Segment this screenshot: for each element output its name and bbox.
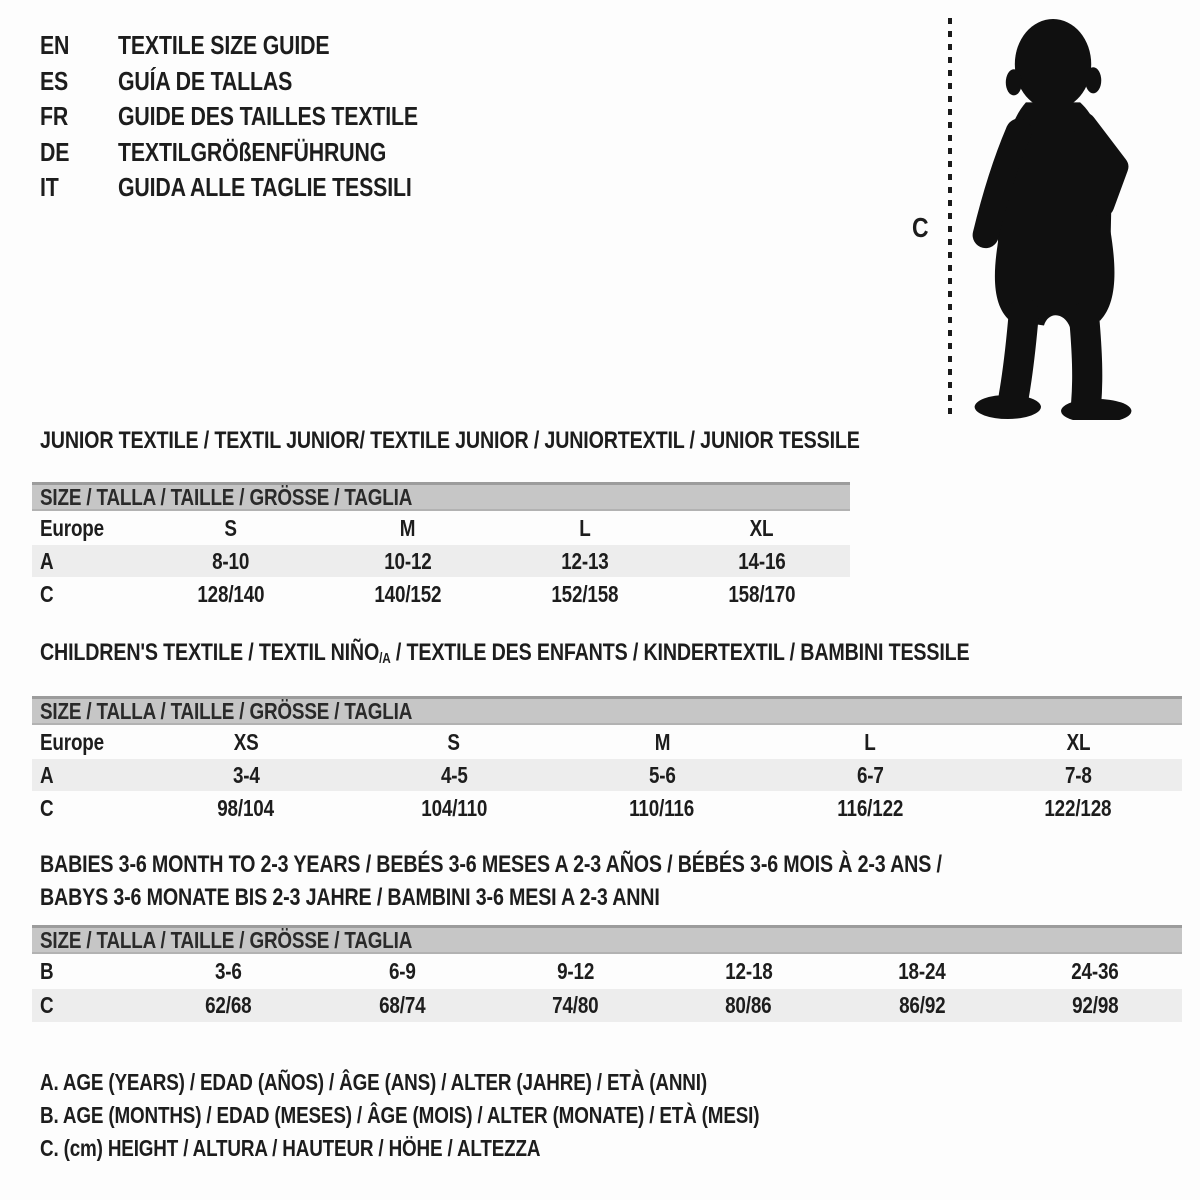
measure-label-c: C bbox=[912, 212, 929, 243]
data-cell: 9-12 bbox=[556, 958, 594, 984]
row-label: A bbox=[40, 761, 54, 788]
babies-table-title-line2: BABYS 3-6 MONATE BIS 2-3 JAHRE / BAMBINI… bbox=[40, 884, 660, 911]
data-cell: 6-9 bbox=[388, 958, 416, 984]
column-header: M bbox=[654, 728, 670, 755]
data-cell: 74/80 bbox=[552, 992, 599, 1018]
column-header-row: Europe XS S M L XL bbox=[32, 725, 1182, 759]
table-row-a: A 8-10 10-12 12-13 14-16 bbox=[32, 545, 850, 577]
row-label: C bbox=[40, 794, 54, 821]
table-row-c: C 98/104 104/110 110/116 116/122 122/128 bbox=[32, 791, 1182, 825]
babies-table: BABIES 3-6 MONTH TO 2-3 YEARS / BEBÉS 3-… bbox=[32, 848, 1182, 1022]
data-cell: 92/98 bbox=[1072, 992, 1119, 1018]
row-label: B bbox=[40, 958, 54, 984]
data-cell: 158/170 bbox=[727, 580, 796, 607]
language-title: GUÍA DE TALLAS bbox=[118, 65, 293, 96]
data-cell: 4-5 bbox=[440, 761, 468, 788]
data-cell: 140/152 bbox=[373, 580, 442, 607]
language-code: ES bbox=[40, 65, 69, 96]
junior-table: JUNIOR TEXTILE / TEXTIL JUNIOR/ TEXTILE … bbox=[32, 428, 860, 611]
column-header: XL bbox=[1066, 728, 1090, 755]
table-row-c: C 128/140 140/152 152/158 158/170 bbox=[32, 577, 850, 611]
data-cell: 14-16 bbox=[737, 547, 786, 574]
data-cell: 3-6 bbox=[215, 958, 243, 984]
language-code: IT bbox=[40, 172, 59, 202]
data-cell: 5-6 bbox=[648, 761, 676, 788]
column-header: L bbox=[578, 514, 591, 541]
toddler-silhouette-icon bbox=[963, 16, 1135, 425]
data-cell: 10-12 bbox=[383, 547, 432, 574]
column-header: XS bbox=[233, 728, 259, 755]
data-cell: 104/110 bbox=[420, 794, 487, 821]
size-header-bar: SIZE / TALLA / TAILLE / GRÖSSE / TAGLIA bbox=[32, 696, 1182, 726]
region-label: Europe bbox=[40, 514, 104, 541]
size-header-label: SIZE / TALLA / TAILLE / GRÖSSE / TAGLIA bbox=[40, 697, 413, 724]
children-table: CHILDREN'S TEXTILE / TEXTIL NIÑO/A / TEX… bbox=[32, 640, 1182, 825]
row-label: C bbox=[40, 992, 54, 1018]
data-cell: 3-4 bbox=[232, 761, 260, 788]
language-title: GUIDE DES TAILLES TEXTILE bbox=[118, 101, 418, 131]
data-cell: 152/158 bbox=[550, 580, 619, 607]
table-row-a: A 3-4 4-5 5-6 6-7 7-8 bbox=[32, 759, 1182, 792]
language-code: EN bbox=[40, 30, 70, 60]
data-cell: 8-10 bbox=[211, 547, 250, 574]
column-header: L bbox=[864, 728, 876, 755]
language-title: GUIDA ALLE TAGLIE TESSILI bbox=[118, 172, 412, 202]
column-header-row: Europe S M L XL bbox=[32, 511, 850, 545]
babies-table-title-line1: BABIES 3-6 MONTH TO 2-3 YEARS / BEBÉS 3-… bbox=[40, 851, 942, 878]
legend-line-b: B. AGE (MONTHS) / EDAD (MESES) / ÂGE (MO… bbox=[40, 1102, 760, 1128]
size-header-bar: SIZE / TALLA / TAILLE / GRÖSSE / TAGLIA bbox=[32, 482, 850, 511]
data-cell: 86/92 bbox=[898, 992, 946, 1018]
column-header: M bbox=[399, 514, 416, 541]
data-cell: 6-7 bbox=[856, 761, 884, 788]
data-cell: 7-8 bbox=[1064, 761, 1092, 788]
legend: A. AGE (YEARS) / EDAD (AÑOS) / ÂGE (ANS)… bbox=[40, 1066, 917, 1165]
data-cell: 80/86 bbox=[725, 992, 772, 1018]
region-label: Europe bbox=[40, 728, 104, 755]
language-title: TEXTILE SIZE GUIDE bbox=[118, 30, 330, 60]
legend-line-c: C. (cm) HEIGHT / ALTURA / HAUTEUR / HÖHE… bbox=[40, 1135, 541, 1161]
legend-line-a: A. AGE (YEARS) / EDAD (AÑOS) / ÂGE (ANS)… bbox=[40, 1069, 707, 1095]
language-code: DE bbox=[40, 136, 70, 167]
junior-table-title: JUNIOR TEXTILE / TEXTIL JUNIOR/ TEXTILE … bbox=[40, 427, 860, 454]
table-row-b: B 3-6 6-9 9-12 12-18 18-24 24-36 bbox=[32, 954, 1182, 989]
children-table-title: CHILDREN'S TEXTILE / TEXTIL NIÑO/A / TEX… bbox=[40, 639, 970, 668]
size-header-bar: SIZE / TALLA / TAILLE / GRÖSSE / TAGLIA bbox=[32, 925, 1182, 954]
data-cell: 12-18 bbox=[724, 958, 773, 984]
data-cell: 122/128 bbox=[1044, 794, 1112, 821]
row-label: C bbox=[40, 580, 54, 607]
data-cell: 24-36 bbox=[1071, 958, 1120, 984]
table-row-c: C 62/68 68/74 74/80 80/86 86/92 92/98 bbox=[32, 989, 1182, 1022]
data-cell: 98/104 bbox=[217, 794, 275, 821]
data-cell: 62/68 bbox=[205, 992, 252, 1018]
data-cell: 12-13 bbox=[560, 547, 609, 574]
column-header: XL bbox=[749, 514, 774, 541]
data-cell: 116/122 bbox=[836, 794, 903, 821]
language-code: FR bbox=[40, 101, 69, 131]
data-cell: 68/74 bbox=[378, 992, 426, 1018]
size-header-label: SIZE / TALLA / TAILLE / GRÖSSE / TAGLIA bbox=[40, 926, 413, 953]
height-measure-dashed-line bbox=[948, 18, 952, 418]
data-cell: 128/140 bbox=[196, 580, 265, 607]
size-header-label: SIZE / TALLA / TAILLE / GRÖSSE / TAGLIA bbox=[40, 483, 413, 510]
column-header: S bbox=[447, 728, 461, 755]
data-cell: 110/116 bbox=[629, 794, 695, 821]
data-cell: 18-24 bbox=[898, 958, 946, 984]
column-header: S bbox=[224, 514, 237, 541]
row-label: A bbox=[40, 547, 54, 574]
language-title: TEXTILGRÖßENFÜHRUNG bbox=[118, 136, 387, 167]
